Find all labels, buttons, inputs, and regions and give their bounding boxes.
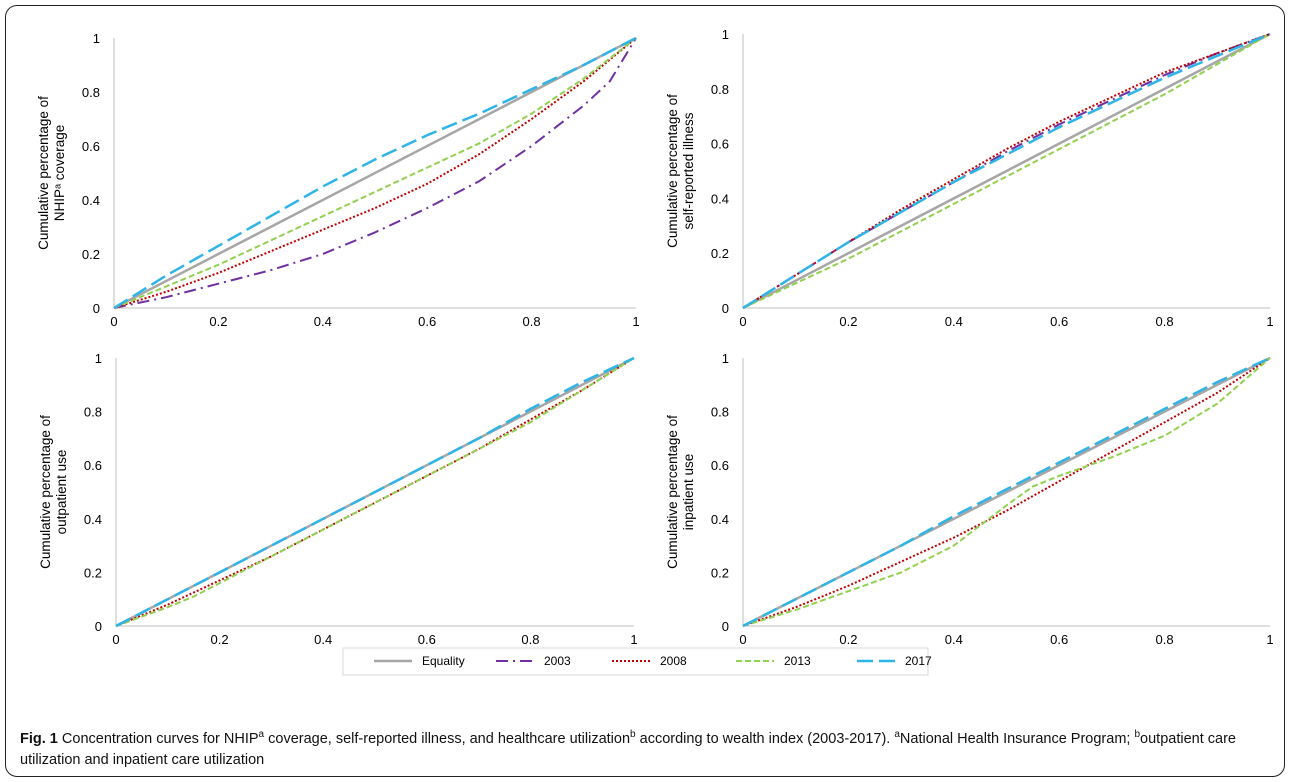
- y-tick-label: 0.6: [84, 458, 102, 473]
- legend-label-2017: 2017: [905, 654, 932, 668]
- caption-text-5: outpatient care utilization and inpatien…: [20, 731, 1236, 768]
- y-axis-label-line: Cumulative percentage of: [36, 96, 51, 250]
- x-tick-label: 0.2: [211, 632, 229, 647]
- series-line-equality: [742, 32, 1271, 310]
- y-axis-label: Cumulative percentage ofself-reported il…: [665, 94, 696, 248]
- x-tick-label: 0: [739, 314, 746, 329]
- y-tick-label: 0.6: [711, 458, 729, 473]
- chart-panel-4: 0 0.2 0.4 0.6 0.8 1 0 0.2 0.4 0.6 0.8 1 Cumulative p…: [665, 351, 1274, 647]
- x-tick-label: 0.2: [209, 314, 227, 329]
- y-tick-label: 0: [93, 301, 100, 316]
- y-axis-label-line: self-reported illness: [681, 112, 696, 229]
- series-line-equality: [113, 36, 637, 310]
- series-line-2017: [742, 356, 1271, 628]
- legend-label-equality: Equality: [422, 654, 465, 668]
- y-tick-label: 0: [722, 619, 729, 634]
- x-tick-label: 1: [632, 314, 639, 329]
- x-tick-label: 0.8: [1156, 632, 1174, 647]
- y-tick-label: 0.6: [711, 137, 729, 152]
- x-tick-label: 0.2: [839, 314, 857, 329]
- caption-sup-4: b: [1134, 729, 1141, 741]
- y-tick-label: 0.8: [711, 82, 729, 97]
- y-axis-label-line: NHIPᵃ coverage: [52, 125, 67, 222]
- x-tick-label: 0.6: [418, 314, 436, 329]
- caption-text-3: according to wealth index (2003-2017).: [635, 731, 895, 747]
- figure-caption: Fig. 1 Concentration curves for NHIPa co…: [20, 729, 1270, 771]
- legend-box: [342, 647, 929, 676]
- x-tick-label: 0.6: [1050, 314, 1068, 329]
- y-axis-label: Cumulative percentage ofinpatient use: [665, 415, 696, 569]
- concentration-curves-figure: 0 0.2 0.4 0.6 0.8 1 0 0.2 0.4 0.6 0.8 1 Cumulative p…: [36, 27, 1274, 676]
- x-tick-label: 1: [630, 632, 637, 647]
- series-line-2013: [742, 357, 1271, 627]
- y-axis-label: Cumulative percentage ofoutpatient use: [38, 415, 69, 569]
- series-line-2017: [113, 36, 637, 310]
- y-tick-label: 0.8: [711, 405, 729, 420]
- figure-frame: [5, 5, 1285, 777]
- series-line-2013: [115, 357, 635, 627]
- y-axis-label: Cumulative percentage ofNHIPᵃ coverage: [36, 96, 67, 250]
- caption-sup-3: a: [894, 729, 900, 741]
- x-tick-label: 0.8: [521, 632, 539, 647]
- x-tick-label: 0.8: [523, 314, 541, 329]
- series-line-2008: [113, 37, 637, 309]
- x-tick-label: 0.2: [839, 632, 857, 647]
- x-tick-label: 1: [1266, 632, 1273, 647]
- y-tick-label: 1: [93, 31, 100, 46]
- y-axis-label-line: Cumulative percentage of: [38, 415, 53, 569]
- legend-label-2013: 2013: [784, 654, 811, 668]
- x-tick-label: 0.4: [314, 314, 332, 329]
- caption-sup-1: a: [258, 729, 265, 741]
- y-tick-label: 0.4: [84, 512, 102, 527]
- y-axis-label-line: outpatient use: [54, 450, 69, 535]
- caption-text-4: National Health Insurance Program;: [899, 731, 1135, 747]
- y-tick-label: 0.8: [84, 405, 102, 420]
- chart-panel-1: 0 0.2 0.4 0.6 0.8 1 0 0.2 0.4 0.6 0.8 1 Cumulative p…: [36, 31, 640, 329]
- caption-text-2: coverage, self-reported illness, and hea…: [264, 731, 631, 747]
- x-tick-label: 0.4: [314, 632, 332, 647]
- x-tick-label: 0.6: [418, 632, 436, 647]
- x-tick-label: 0: [110, 314, 117, 329]
- y-axis-label-line: inpatient use: [681, 454, 696, 531]
- y-tick-label: 0.6: [82, 139, 100, 154]
- x-tick-label: 0.4: [945, 314, 963, 329]
- series-line-2013: [113, 37, 637, 309]
- y-tick-label: 0: [95, 619, 102, 634]
- x-tick-label: 0: [739, 632, 746, 647]
- y-tick-label: 0.4: [82, 193, 100, 208]
- caption-text-1: Concentration curves for NHIP: [57, 731, 259, 747]
- y-tick-label: 0.2: [84, 565, 102, 580]
- legend: Equality 2003 2008 2013 2017: [342, 647, 932, 676]
- x-tick-label: 0: [112, 632, 119, 647]
- y-tick-label: 1: [722, 27, 729, 42]
- series-line-2017: [115, 356, 635, 628]
- y-tick-label: 1: [95, 351, 102, 366]
- y-tick-label: 0.4: [711, 512, 729, 527]
- y-tick-label: 0.8: [82, 85, 100, 100]
- series-line-2017: [742, 32, 1271, 310]
- x-tick-label: 0.8: [1156, 314, 1174, 329]
- y-tick-label: 0: [722, 301, 729, 316]
- y-axis-label-line: Cumulative percentage of: [665, 94, 680, 248]
- caption-fig-label: Fig. 1: [20, 731, 58, 747]
- caption-sup-2: b: [630, 729, 636, 741]
- chart-panel-3: 0 0.2 0.4 0.6 0.8 1 0 0.2 0.4 0.6 0.8 1 Cumulative p…: [38, 351, 638, 647]
- chart-panel-2: 0 0.2 0.4 0.6 0.8 1 0 0.2 0.4 0.6 0.8 1 Cumulative p…: [665, 27, 1274, 329]
- x-tick-label: 1: [1266, 314, 1273, 329]
- y-axis-label-line: Cumulative percentage of: [665, 415, 680, 569]
- y-tick-label: 0.2: [711, 246, 729, 261]
- x-tick-label: 0.6: [1050, 632, 1068, 647]
- y-tick-label: 0.4: [711, 191, 729, 206]
- x-tick-label: 0.4: [945, 632, 963, 647]
- legend-label-2003: 2003: [544, 654, 571, 668]
- y-tick-label: 1: [722, 351, 729, 366]
- y-tick-label: 0.2: [711, 565, 729, 580]
- legend-label-2008: 2008: [660, 654, 687, 668]
- series-line-2003: [113, 37, 637, 309]
- y-tick-label: 0.2: [82, 247, 100, 262]
- series-line-2008: [742, 357, 1271, 627]
